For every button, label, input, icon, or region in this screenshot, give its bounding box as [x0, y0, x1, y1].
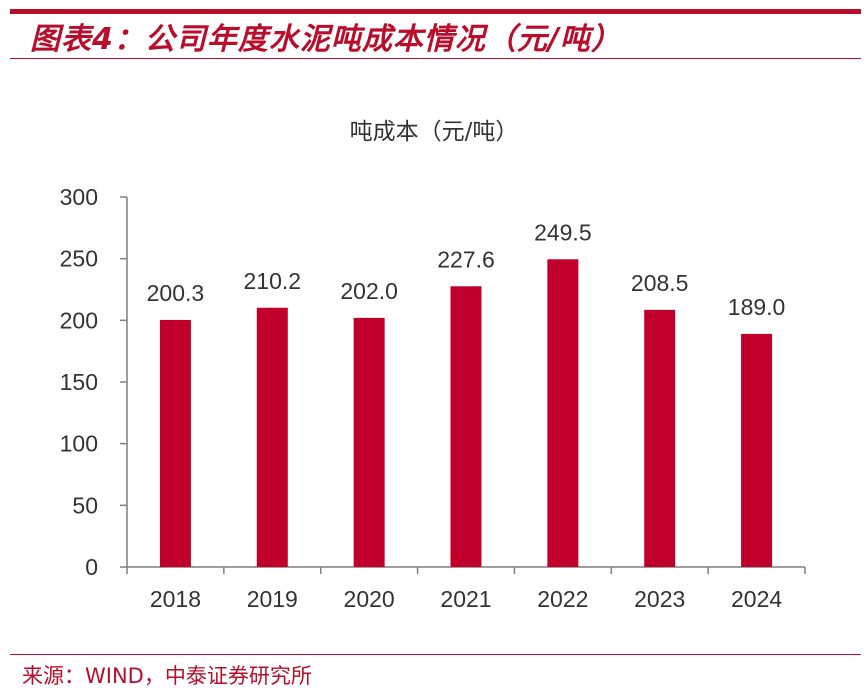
x-tick-label: 2018	[150, 586, 201, 612]
data-label: 227.6	[437, 246, 495, 272]
x-tick-label: 2019	[247, 586, 298, 612]
bar-2018	[159, 319, 191, 567]
bar-2024	[741, 333, 773, 567]
x-tick-label: 2020	[344, 586, 395, 612]
data-label: 249.5	[534, 219, 592, 245]
data-label: 208.5	[631, 270, 689, 296]
source-note: 来源：WIND，中泰证券研究所	[22, 664, 312, 688]
data-label: 202.0	[340, 278, 398, 304]
y-tick-label: 100	[60, 431, 98, 457]
chart-title: 吨成本（元/吨）	[349, 119, 519, 145]
x-tick-label: 2021	[440, 586, 491, 612]
x-tick-label: 2024	[731, 586, 782, 612]
report-title: 图表4：公司年度水泥吨成本情况（元/吨）	[30, 22, 622, 57]
source-divider	[10, 654, 861, 655]
x-tick-label: 2022	[537, 586, 588, 612]
data-label: 210.2	[244, 268, 302, 294]
y-tick-label: 150	[60, 369, 98, 395]
bar-2021	[450, 286, 482, 567]
y-tick-label: 250	[60, 246, 98, 272]
header-divider	[10, 58, 861, 59]
y-tick-label: 200	[60, 307, 98, 333]
bar-chart: 0 50 100 150 200 250 300 200.3 2018 210.2 2019 202.…	[60, 184, 806, 612]
bar-2019	[256, 307, 288, 567]
bar-2022	[547, 259, 579, 567]
y-tick-label: 50	[72, 492, 98, 518]
bar-2020	[353, 317, 385, 567]
bar-2023	[644, 309, 676, 567]
header-top-bar	[10, 9, 861, 14]
y-tick-label: 0	[85, 554, 98, 580]
y-tick-label: 300	[60, 184, 98, 210]
data-label: 189.0	[728, 294, 786, 320]
data-label: 200.3	[147, 280, 205, 306]
x-tick-label: 2023	[634, 586, 685, 612]
